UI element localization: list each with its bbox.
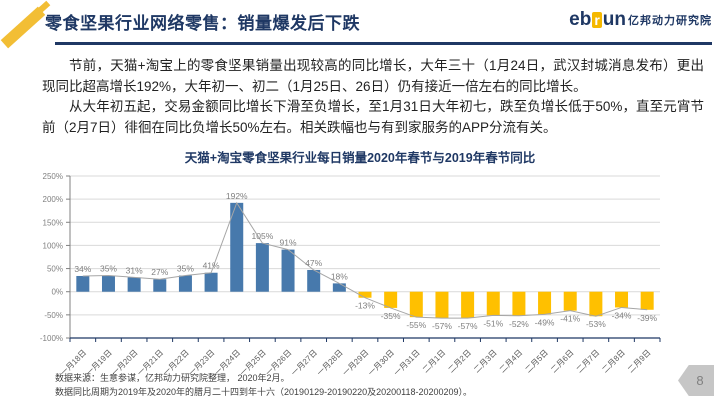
svg-text:一月28日: 一月28日 bbox=[315, 348, 345, 374]
body-text: 节前，天猫+淘宝上的零食坚果销量出现较高的同比增长，大年三十（1月24日，武汉封… bbox=[42, 56, 704, 138]
svg-text:二月5日: 二月5日 bbox=[523, 348, 549, 374]
sales-chart: 250% 200% 150% 100% 50% 0% -50% -100% 34% 35% 31% 2… bbox=[36, 166, 684, 378]
ebrun-logo: eb r un 亿邦动力研究院 bbox=[569, 10, 712, 29]
page-number: 8 bbox=[696, 373, 704, 388]
svg-text:一月26日: 一月26日 bbox=[264, 348, 294, 374]
svg-text:一月19日: 一月19日 bbox=[84, 348, 114, 374]
svg-text:-34%: -34% bbox=[612, 310, 632, 320]
svg-text:二月3日: 二月3日 bbox=[472, 348, 498, 374]
svg-text:41%: 41% bbox=[203, 261, 220, 271]
svg-text:0%: 0% bbox=[51, 288, 63, 297]
svg-text:-53%: -53% bbox=[586, 319, 606, 329]
svg-text:-50%: -50% bbox=[44, 311, 63, 320]
title-divider bbox=[55, 42, 712, 45]
svg-text:35%: 35% bbox=[100, 264, 117, 274]
svg-text:35%: 35% bbox=[177, 264, 194, 274]
svg-text:-51%: -51% bbox=[483, 318, 503, 328]
svg-text:-52%: -52% bbox=[509, 319, 529, 329]
paragraph-2: 从大年初五起，交易金额同比增长下滑至负增长，至1月31日大年初七，跌至负增长低于… bbox=[42, 99, 704, 135]
svg-text:-55%: -55% bbox=[406, 320, 426, 330]
svg-text:31%: 31% bbox=[126, 265, 143, 275]
chart-title: 天猫+淘宝零食坚果行业每日销量2020年春节与2019年春节同比 bbox=[184, 151, 536, 165]
svg-text:91%: 91% bbox=[280, 238, 297, 248]
svg-text:一月24日: 一月24日 bbox=[213, 348, 243, 374]
svg-text:34%: 34% bbox=[74, 264, 91, 274]
svg-text:192%: 192% bbox=[226, 191, 248, 201]
svg-text:50%: 50% bbox=[47, 265, 63, 274]
svg-text:-39%: -39% bbox=[637, 313, 657, 323]
svg-text:二月1日: 二月1日 bbox=[421, 348, 447, 374]
svg-text:100%: 100% bbox=[43, 241, 63, 250]
svg-text:一月27日: 一月27日 bbox=[289, 348, 319, 374]
svg-text:-35%: -35% bbox=[381, 311, 401, 321]
svg-text:二月7日: 二月7日 bbox=[575, 348, 601, 374]
svg-text:-13%: -13% bbox=[355, 301, 375, 311]
logo-un: un bbox=[602, 9, 626, 30]
svg-text:18%: 18% bbox=[331, 271, 348, 281]
svg-text:一月22日: 一月22日 bbox=[161, 348, 191, 374]
logo-eb: eb bbox=[569, 9, 592, 30]
svg-text:二月4日: 二月4日 bbox=[498, 348, 524, 374]
svg-text:-57%: -57% bbox=[458, 321, 478, 331]
svg-text:一月31日: 一月31日 bbox=[392, 348, 422, 374]
svg-text:-57%: -57% bbox=[432, 321, 452, 331]
svg-text:二月6日: 二月6日 bbox=[549, 348, 575, 374]
svg-text:一月23日: 一月23日 bbox=[187, 348, 217, 374]
svg-text:200%: 200% bbox=[43, 195, 63, 204]
svg-text:27%: 27% bbox=[151, 267, 168, 277]
svg-text:-100%: -100% bbox=[40, 334, 63, 343]
sales-chart-svg: 250% 200% 150% 100% 50% 0% -50% -100% 34% 35% 31% 2… bbox=[40, 172, 661, 378]
footer-notes: 数据来源：生意参谋，亿邦动力研究院整理， 2020年2月。 数据同比周期为201… bbox=[55, 372, 472, 399]
svg-text:47%: 47% bbox=[305, 258, 322, 268]
svg-text:-41%: -41% bbox=[560, 314, 580, 324]
svg-text:150%: 150% bbox=[43, 218, 63, 227]
svg-text:一月20日: 一月20日 bbox=[110, 348, 140, 374]
svg-text:二月9日: 二月9日 bbox=[626, 348, 652, 374]
page-title: 零食坚果行业网络零售：销量爆发后下跌 bbox=[45, 14, 360, 33]
footer-period: 数据同比周期为2019年及2020年的腊月二十四到年十六（20190129-20… bbox=[55, 386, 473, 397]
logo-cn-text: 亿邦动力研究院 bbox=[628, 14, 712, 27]
footer-source: 数据来源：生意参谋，亿邦动力研究院整理， 2020年2月。 bbox=[55, 373, 290, 383]
svg-text:一月18日: 一月18日 bbox=[59, 348, 89, 374]
svg-text:二月8日: 二月8日 bbox=[600, 348, 626, 374]
svg-text:一月21日: 一月21日 bbox=[136, 348, 166, 374]
logo-r-badge: r bbox=[592, 11, 602, 28]
svg-text:一月30日: 一月30日 bbox=[366, 348, 396, 374]
svg-text:一月29日: 一月29日 bbox=[341, 348, 371, 374]
svg-text:105%: 105% bbox=[252, 231, 274, 241]
svg-text:一月25日: 一月25日 bbox=[238, 348, 268, 374]
paragraph-1: 节前，天猫+淘宝上的零食坚果销量出现较高的同比增长，大年三十（1月24日，武汉封… bbox=[42, 58, 704, 94]
svg-text:-49%: -49% bbox=[535, 317, 555, 327]
svg-text:250%: 250% bbox=[43, 172, 63, 181]
svg-text:二月2日: 二月2日 bbox=[447, 348, 473, 374]
